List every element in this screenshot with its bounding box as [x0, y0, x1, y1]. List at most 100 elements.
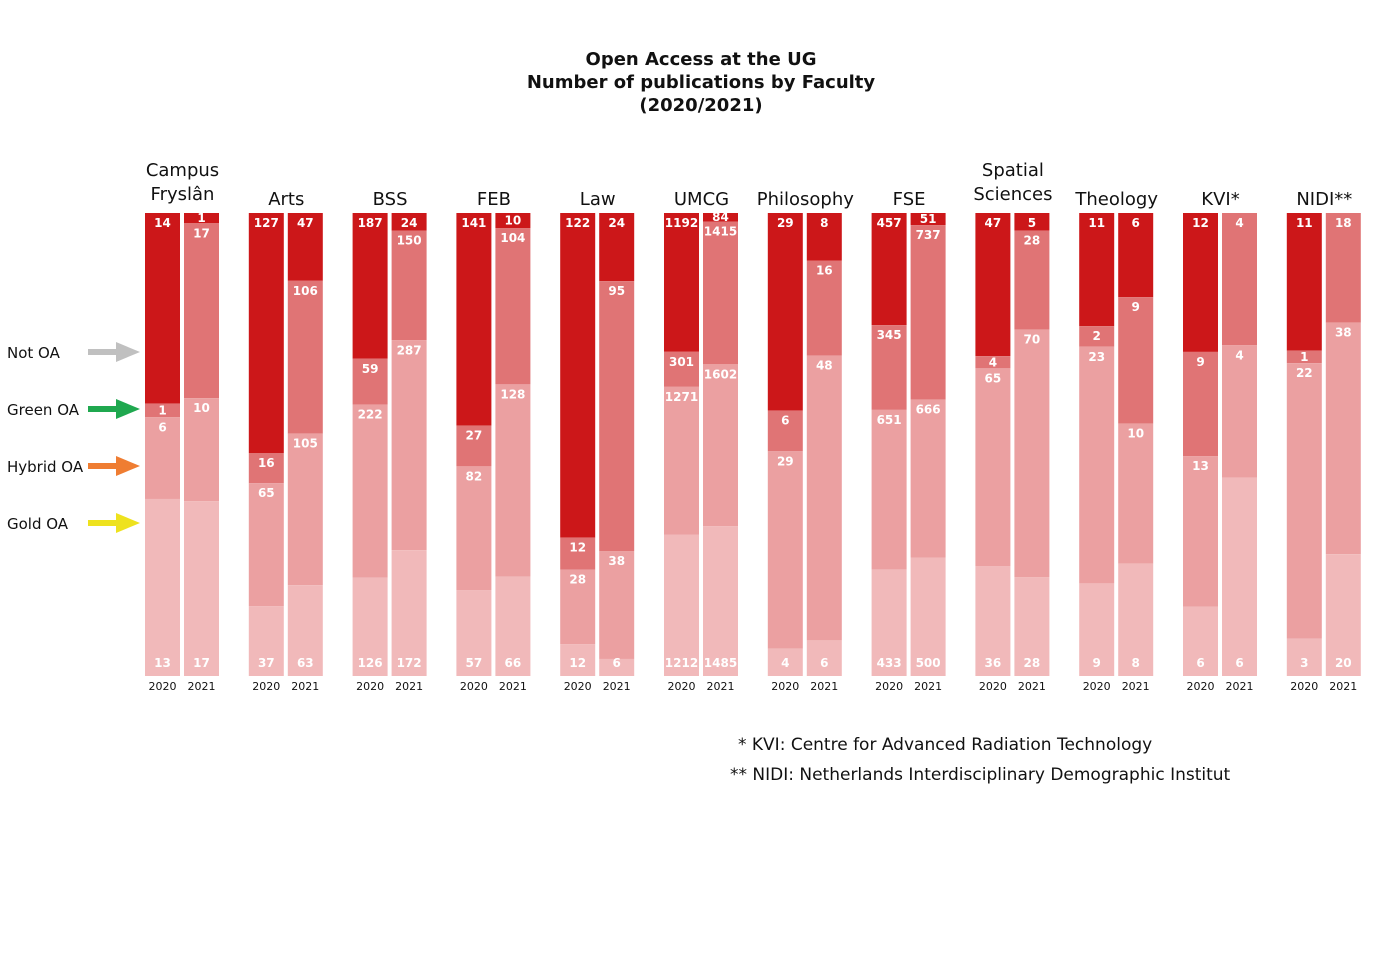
faculty-group-9: Spatial Sciences 47 4 65 36 2020 5 28 70 28 2021 — [973, 160, 1052, 693]
bar-segment-gold-oa — [560, 644, 596, 676]
bar-value-label: 11 — [1296, 216, 1313, 230]
bar-value-label: 70 — [1024, 333, 1041, 347]
footnote-1: * KVI: Centre for Advanced Radiation Tec… — [738, 735, 1152, 755]
bar-value-label: 1271 — [665, 390, 698, 404]
bar-segment-not-oa — [1286, 213, 1322, 351]
bar-segment-hybrid-oa — [1118, 423, 1154, 564]
bar-value-label: 1602 — [704, 367, 737, 381]
faculty-label-line-2: Sciences — [973, 184, 1052, 205]
legend-arrow-shaft-2 — [88, 406, 118, 412]
legend-label-3: Hybrid OA — [7, 458, 84, 476]
bar-value-label: 9 — [1132, 300, 1140, 314]
bar-segment-hybrid-oa — [1183, 456, 1218, 607]
legend-arrow-head-3 — [116, 456, 140, 476]
bar-value-label: 222 — [358, 408, 383, 422]
bar-value-label: 24 — [401, 216, 418, 230]
bar-value-label: 1415 — [704, 224, 737, 238]
bar-segment-gold-oa — [1286, 638, 1322, 676]
bar-value-label: 24 — [608, 216, 625, 230]
bar-segment-hybrid-oa — [871, 409, 907, 570]
bar-value-label: 51 — [920, 212, 937, 226]
bar-value-label: 104 — [500, 231, 525, 245]
bar-value-label: 301 — [669, 355, 694, 369]
bar-segment-hybrid-oa — [1222, 345, 1257, 478]
bar-value-label: 47 — [297, 216, 314, 230]
bar-segment-green-oa — [806, 260, 842, 356]
legend-label-4: Gold OA — [7, 515, 69, 533]
faculty-label: FSE — [893, 189, 926, 210]
legend-arrow-shaft-4 — [88, 520, 118, 526]
year-label: 2021 — [707, 680, 735, 693]
bar-segment-green-oa — [145, 403, 180, 418]
bar-value-label: 59 — [362, 362, 379, 376]
faculty-label: Law — [580, 189, 616, 210]
bar-segment-not-oa — [1014, 213, 1050, 231]
bar-value-label: 23 — [1088, 350, 1105, 364]
faculty-label: Arts — [268, 189, 304, 210]
bar-segment-green-oa — [1079, 326, 1115, 347]
legend: Not OA Green OA Hybrid OA Gold OA — [7, 342, 140, 533]
bar-segment-hybrid-oa — [599, 551, 635, 659]
bar-value-label: 1 — [158, 403, 166, 417]
bar-value-label: 12 — [1192, 216, 1209, 230]
bar-value-label: 36 — [985, 656, 1002, 670]
bar-value-label: 28 — [1024, 234, 1041, 248]
bar-value-label: 666 — [916, 403, 941, 417]
bar-segment-hybrid-oa — [248, 483, 284, 607]
bar-segment-hybrid-oa — [910, 399, 946, 558]
year-label: 2020 — [149, 680, 177, 693]
faculty-label: BSS — [373, 189, 408, 210]
bar-value-label: 106 — [293, 284, 318, 298]
bar-segment-not-oa — [560, 213, 596, 538]
bar-segment-hybrid-oa — [287, 433, 323, 586]
faculty-label-line-1: Spatial — [982, 160, 1044, 181]
bar-segment-not-oa — [871, 213, 907, 326]
year-label: 2020 — [1187, 680, 1215, 693]
bar-segment-not-oa — [1079, 213, 1115, 327]
year-label: 2020 — [564, 680, 592, 693]
bar-segment-gold-oa — [871, 569, 907, 676]
bar-segment-gold-oa — [352, 577, 388, 676]
title-line-2: Number of publications by Faculty — [527, 72, 876, 93]
bar-segment-gold-oa — [1118, 563, 1154, 676]
bar-segment-gold-oa — [664, 534, 699, 676]
bar-value-label: 187 — [358, 216, 383, 230]
bar-segment-not-oa — [767, 213, 803, 411]
bar-segment-hybrid-oa — [975, 368, 1011, 567]
year-label: 2021 — [1226, 680, 1254, 693]
bar-segment-hybrid-oa — [145, 417, 180, 499]
faculty-group-2: Arts 127 16 65 37 2020 47 106 105 63 2021 — [248, 189, 323, 693]
bar-value-label: 4 — [781, 656, 789, 670]
bar-segment-green-oa — [560, 537, 596, 570]
bar-value-label: 12 — [569, 656, 586, 670]
faculty-group-3: BSS 187 59 222 126 2020 24 150 287 172 2021 — [352, 189, 427, 693]
bar-segment-not-oa — [975, 213, 1011, 357]
bar-segment-gold-oa — [1183, 606, 1218, 676]
bar-value-label: 57 — [466, 656, 483, 670]
year-label: 2021 — [1329, 680, 1357, 693]
year-label: 2020 — [460, 680, 488, 693]
bar-segment-hybrid-oa — [1014, 329, 1050, 578]
bar-value-label: 1212 — [665, 656, 698, 670]
bar-segment-hybrid-oa — [664, 386, 699, 535]
bar-value-label: 28 — [569, 573, 586, 587]
year-label: 2021 — [188, 680, 216, 693]
bar-segment-gold-oa — [703, 526, 738, 676]
bar-value-label: 17 — [193, 656, 210, 670]
year-label: 2021 — [1122, 680, 1150, 693]
faculty-label-line-2: Fryslân — [151, 184, 215, 205]
bar-segment-not-oa — [287, 213, 323, 281]
bar-value-label: 6 — [1235, 656, 1243, 670]
year-label: 2021 — [1018, 680, 1046, 693]
bar-segment-not-oa — [910, 213, 946, 226]
bar-value-label: 10 — [1127, 426, 1144, 440]
faculty-label: Philosophy — [757, 189, 855, 210]
bar-segment-green-oa — [495, 228, 531, 385]
bar-value-label: 18 — [1335, 216, 1352, 230]
bar-segment-gold-oa — [599, 658, 635, 676]
bar-value-label: 433 — [877, 656, 902, 670]
bar-segment-green-oa — [703, 221, 738, 365]
bar-value-label: 9 — [1196, 355, 1204, 369]
bar-segment-not-oa — [495, 213, 531, 229]
